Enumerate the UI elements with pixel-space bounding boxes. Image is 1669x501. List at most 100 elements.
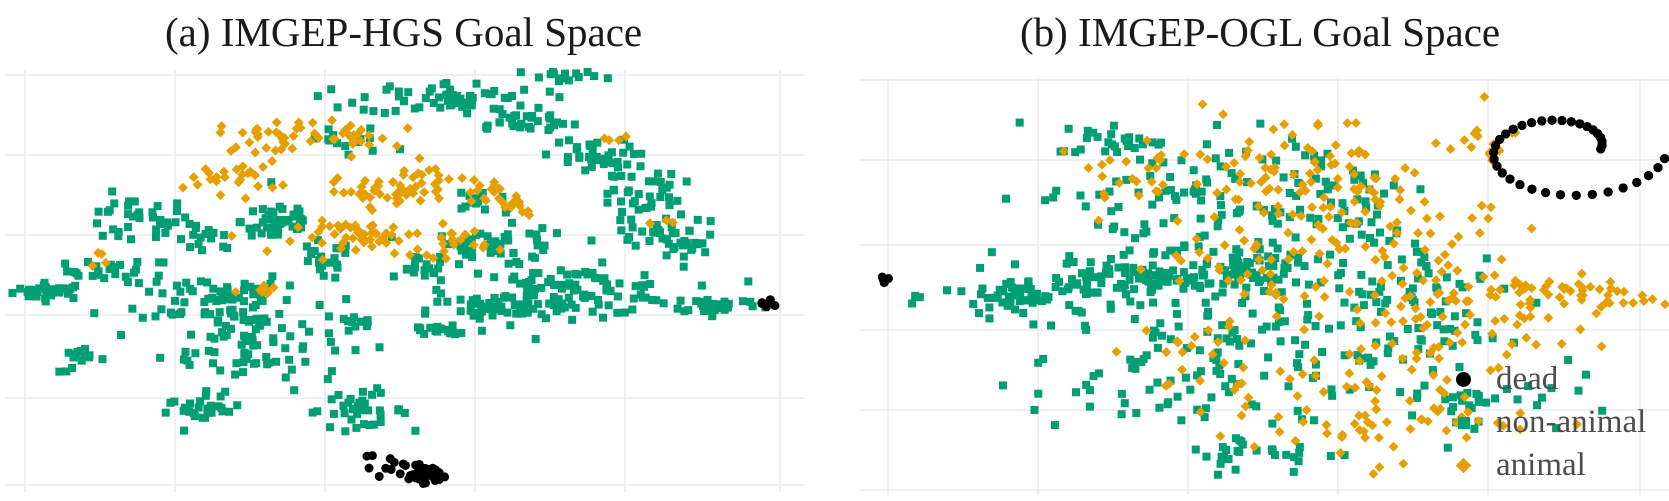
point-non-animal <box>203 278 212 287</box>
point-non-animal <box>588 268 597 277</box>
point-non-animal <box>1470 424 1479 433</box>
point-animal <box>1498 420 1509 431</box>
point-animal <box>240 193 251 204</box>
point-non-animal <box>64 348 73 357</box>
point-non-animal <box>1458 396 1467 405</box>
point-animal <box>1142 135 1152 146</box>
point-animal <box>205 174 216 185</box>
point-animal <box>365 221 376 232</box>
point-non-animal <box>1462 309 1471 318</box>
point-non-animal <box>1180 243 1189 252</box>
point-non-animal <box>202 387 211 396</box>
point-animal <box>1638 296 1649 306</box>
point-non-animal <box>485 298 494 307</box>
point-animal <box>410 181 421 192</box>
point-animal <box>1239 289 1250 300</box>
point-non-animal <box>1140 220 1149 229</box>
point-non-animal <box>978 284 987 293</box>
point-animal <box>379 235 389 246</box>
point-non-animal <box>615 279 624 288</box>
point-non-animal <box>285 355 294 364</box>
point-non-animal <box>436 103 445 112</box>
point-non-animal <box>691 238 700 247</box>
point-animal <box>1342 118 1353 128</box>
point-animal <box>1192 179 1203 190</box>
point-non-animal <box>1179 268 1188 277</box>
point-non-animal <box>66 284 75 293</box>
point-non-animal <box>468 296 477 305</box>
point-non-animal <box>1448 341 1457 350</box>
point-non-animal <box>1131 364 1140 373</box>
point-animal <box>367 241 377 252</box>
point-non-animal <box>16 284 25 293</box>
point-non-animal <box>129 212 138 221</box>
point-non-animal <box>239 308 248 317</box>
point-non-animal <box>62 367 71 376</box>
point-non-animal <box>1102 261 1111 270</box>
point-non-animal <box>697 281 706 290</box>
point-animal <box>1143 163 1154 174</box>
point-animal <box>1490 316 1501 326</box>
point-non-animal <box>985 314 994 323</box>
point-non-animal <box>1200 270 1209 279</box>
point-non-animal <box>347 415 356 424</box>
point-non-animal <box>490 86 499 95</box>
point-animal <box>1554 292 1565 303</box>
point-non-animal <box>697 239 706 248</box>
point-non-animal <box>486 248 495 257</box>
point-animal <box>1385 221 1396 232</box>
point-non-animal <box>1083 126 1092 135</box>
point-non-animal <box>491 237 500 246</box>
point-non-animal <box>623 188 632 197</box>
point-non-animal <box>708 300 717 309</box>
point-non-animal <box>1207 393 1216 402</box>
point-non-animal <box>668 229 677 238</box>
point-non-animal <box>1256 119 1265 128</box>
point-non-animal <box>190 412 199 421</box>
point-non-animal <box>1482 398 1491 407</box>
point-non-animal <box>709 305 718 314</box>
point-animal <box>1576 268 1587 279</box>
point-non-animal <box>1259 286 1268 295</box>
point-non-animal <box>1294 178 1303 187</box>
legend-label-animal: animal <box>1496 447 1586 483</box>
point-non-animal <box>1396 388 1405 397</box>
point-non-animal <box>1448 393 1457 402</box>
point-animal <box>1474 228 1485 238</box>
point-animal <box>1151 163 1162 173</box>
point-non-animal <box>130 268 139 277</box>
point-non-animal <box>520 303 529 312</box>
point-non-animal <box>324 125 333 134</box>
point-non-animal <box>443 297 452 306</box>
point-animal <box>1514 287 1525 298</box>
point-animal <box>1405 424 1416 434</box>
point-non-animal <box>109 225 118 234</box>
point-non-animal <box>1201 298 1210 307</box>
point-non-animal <box>1365 233 1374 242</box>
point-non-animal <box>1500 284 1509 293</box>
point-non-animal <box>517 119 526 128</box>
point-non-animal <box>685 226 694 235</box>
point-non-animal <box>185 407 194 416</box>
point-non-animal <box>625 142 634 151</box>
point-non-animal <box>1276 337 1285 346</box>
point-non-animal <box>187 330 196 339</box>
point-animal <box>466 196 477 207</box>
point-animal <box>1473 416 1484 426</box>
point-animal <box>402 123 413 134</box>
point-dead <box>414 474 424 484</box>
point-non-animal <box>1209 247 1218 256</box>
point-non-animal <box>662 235 671 244</box>
point-non-animal <box>652 296 661 305</box>
point-non-animal <box>993 291 1002 300</box>
point-non-animal <box>1193 371 1202 380</box>
point-animal <box>313 133 324 143</box>
point-non-animal <box>266 215 275 224</box>
point-animal <box>1469 128 1480 139</box>
point-animal <box>1431 275 1441 286</box>
point-non-animal <box>1165 271 1174 280</box>
point-non-animal <box>1082 290 1091 299</box>
point-non-animal <box>1047 321 1056 330</box>
point-non-animal <box>517 309 526 318</box>
point-non-animal <box>976 263 985 272</box>
